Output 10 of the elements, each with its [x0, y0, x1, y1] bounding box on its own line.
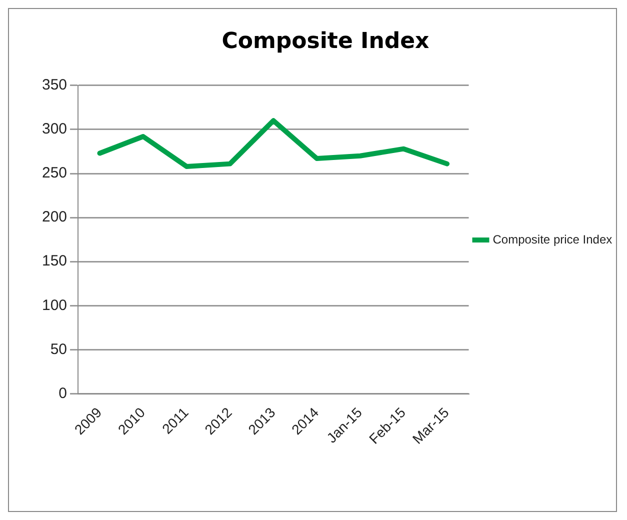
chart-title: Composite Index — [222, 28, 430, 54]
y-tick-label: 100 — [42, 296, 68, 314]
y-tick-label: 150 — [42, 252, 68, 270]
y-tick-label: 250 — [42, 164, 68, 182]
y-tick-label: 350 — [42, 76, 68, 94]
legend-label: Composite price Index — [492, 232, 612, 246]
y-tick-label: 50 — [50, 340, 68, 358]
y-tick-label: 200 — [42, 208, 68, 226]
y-tick-label: 0 — [58, 384, 68, 402]
y-tick-label: 300 — [42, 120, 68, 138]
